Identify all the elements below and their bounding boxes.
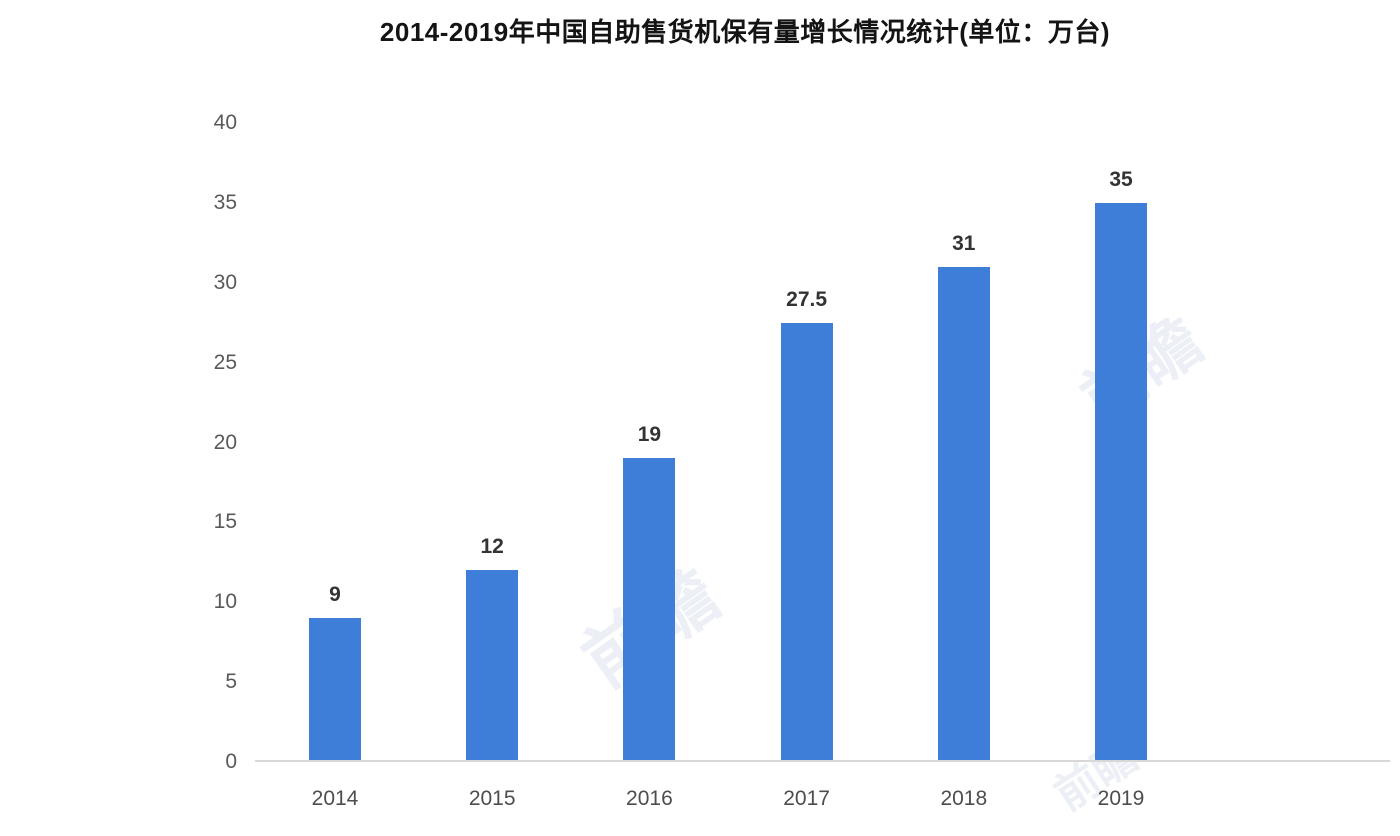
- bar-value-label: 27.5: [786, 287, 828, 311]
- bar-value-label: 31: [952, 231, 976, 255]
- bar-2017: [780, 322, 833, 762]
- y-axis-tick-label: 20: [213, 430, 237, 454]
- y-axis-tick-label: 10: [213, 590, 237, 614]
- chart-title: 2014-2019年中国自助售货机保有量增长情况统计(单位：万台): [379, 17, 1111, 47]
- bar-2018: [937, 266, 990, 762]
- x-axis-tick-label: 2016: [626, 787, 673, 810]
- y-axis-tick-label: 35: [213, 190, 237, 214]
- y-axis-tick-label: 30: [213, 270, 237, 294]
- bar-value-label: 9: [329, 583, 341, 607]
- bar-2019: [1095, 202, 1147, 762]
- y-axis-tick-label: 5: [225, 670, 237, 694]
- x-axis-tick-label: 2018: [940, 787, 988, 810]
- x-axis-line: [255, 760, 1390, 762]
- x-axis-tick-label: 2014: [311, 787, 359, 810]
- y-axis-tick-label: 40: [213, 111, 237, 134]
- bar-value-label: 12: [480, 535, 504, 559]
- bar-2015: [466, 570, 519, 762]
- x-axis-tick-label: 2017: [783, 787, 830, 810]
- y-axis-tick-label: 15: [213, 510, 237, 534]
- bar-2016: [623, 458, 676, 762]
- x-axis-tick-label: 2015: [468, 787, 516, 810]
- y-axis-tick-label: 25: [213, 350, 237, 374]
- bar-2014: [309, 618, 361, 762]
- y-axis-tick-label: 0: [225, 750, 237, 773]
- bar-value-label: 35: [1109, 167, 1133, 191]
- x-axis-tick-label: 2019: [1097, 787, 1145, 810]
- bar-value-label: 19: [637, 423, 662, 447]
